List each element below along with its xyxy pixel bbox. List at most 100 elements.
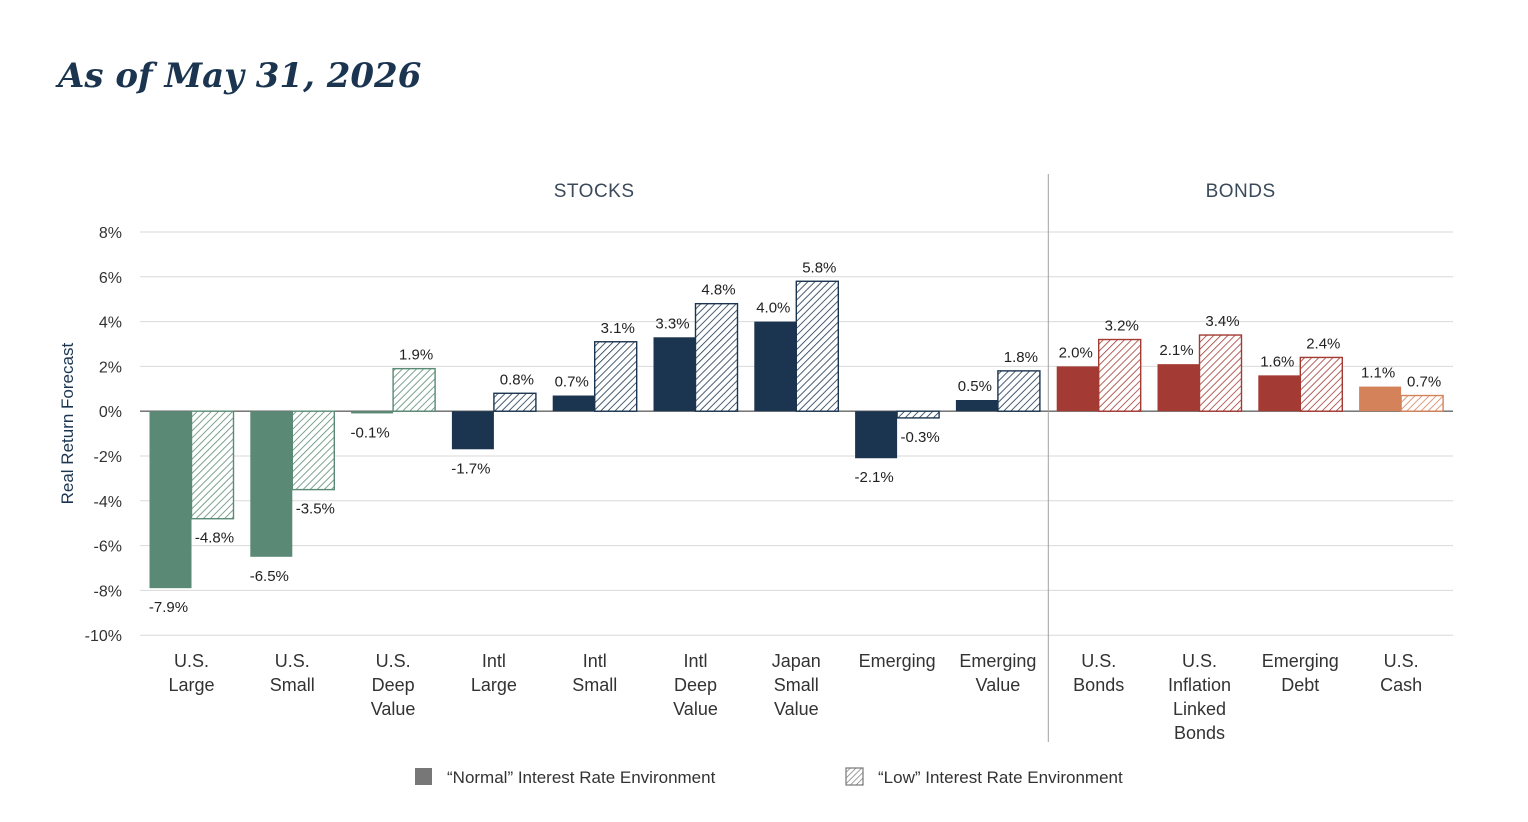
section-header: STOCKS <box>554 181 635 202</box>
data-label: -6.5% <box>250 568 289 585</box>
category-label: Intl Small <box>572 651 617 695</box>
data-label: -7.9% <box>149 599 188 616</box>
category-labels: U.S. Large U.S. Small U.S. Deep Value Intl Large… <box>168 651 1422 743</box>
data-label: 3.4% <box>1205 313 1239 330</box>
category-label-line: U.S. <box>1081 651 1116 671</box>
category-label: U.S. Large <box>168 651 214 695</box>
legend: “Normal” Interest Rate Environment “Low” … <box>415 767 1123 787</box>
category-label-line: Value <box>976 675 1021 695</box>
data-label: 1.9% <box>399 347 433 364</box>
data-label: 4.8% <box>701 282 735 299</box>
category-label-line: Small <box>774 675 819 695</box>
category-label-line: Intl <box>482 651 506 671</box>
category-label-line: Emerging <box>859 651 936 671</box>
category-label: Emerging <box>859 651 936 671</box>
category-label-line: U.S. <box>376 651 411 671</box>
bar-normal <box>351 411 394 414</box>
category-label-line: Debt <box>1281 675 1319 695</box>
bar-low <box>190 410 235 520</box>
y-tick-label: -6% <box>94 539 122 556</box>
bar-normal <box>552 395 595 412</box>
bar-low <box>392 367 436 412</box>
legend-label: “Normal” Interest Rate Environment <box>447 768 716 787</box>
category-label-line: Large <box>168 675 214 695</box>
data-label: -0.1% <box>351 424 390 441</box>
category-label: Emerging Debt <box>1262 651 1339 695</box>
bars <box>149 280 1444 589</box>
bar-low <box>997 370 1041 412</box>
bar-normal <box>1258 375 1301 412</box>
bar-low <box>1299 356 1344 412</box>
data-label: -0.3% <box>901 429 940 446</box>
bar-low <box>594 341 638 412</box>
category-label-line: Cash <box>1380 675 1422 695</box>
bar-low <box>493 392 537 412</box>
y-tick-label: 0% <box>99 404 122 421</box>
category-label: U.S. Bonds <box>1073 651 1124 695</box>
category-label: Intl Large <box>471 651 517 695</box>
data-label: -3.5% <box>296 501 335 518</box>
bar-low <box>1400 394 1444 412</box>
data-label: 1.8% <box>1004 349 1038 366</box>
data-label: 2.4% <box>1306 335 1340 352</box>
section-headers: STOCKS BONDS <box>554 174 1275 742</box>
bar-low <box>1198 334 1243 412</box>
data-label: 5.8% <box>802 259 836 276</box>
data-label: 1.6% <box>1260 353 1294 370</box>
y-tick-label: 6% <box>99 270 122 287</box>
category-label-line: Deep <box>372 675 415 695</box>
data-label: -2.1% <box>855 469 894 486</box>
data-label: 0.7% <box>1407 374 1441 391</box>
y-axis-label: Real Return Forecast <box>58 343 77 505</box>
data-label: 3.3% <box>655 315 689 332</box>
category-label: Emerging Value <box>959 651 1036 695</box>
y-tick-label: 2% <box>99 359 122 376</box>
bar-low <box>1097 338 1142 412</box>
data-label: 0.7% <box>555 374 589 391</box>
data-label: 0.8% <box>500 371 534 388</box>
category-label-line: Bonds <box>1174 723 1225 743</box>
y-tick-label: -2% <box>94 449 122 466</box>
category-label: U.S. Small <box>270 651 315 695</box>
bar-low <box>896 410 940 419</box>
bar-normal <box>1157 364 1200 412</box>
data-label: 2.1% <box>1159 342 1193 359</box>
bar-normal <box>754 321 797 412</box>
category-label-line: U.S. <box>275 651 310 671</box>
category-label-line: Value <box>673 699 718 719</box>
category-label: U.S. Cash <box>1380 651 1422 695</box>
bar-normal <box>653 337 696 412</box>
bar-normal <box>955 400 998 412</box>
bar-normal <box>1056 366 1099 412</box>
category-label-line: Small <box>270 675 315 695</box>
bar-low <box>291 410 335 491</box>
bar-normal <box>250 411 293 557</box>
y-tick-label: 4% <box>99 315 122 332</box>
bar-normal <box>855 411 898 459</box>
bar-low <box>694 302 739 412</box>
category-label-line: Intl <box>583 651 607 671</box>
category-label-line: Value <box>371 699 416 719</box>
category-label-line: Emerging <box>1262 651 1339 671</box>
bar-normal <box>149 411 192 589</box>
data-label: -1.7% <box>451 460 490 477</box>
category-label-line: Large <box>471 675 517 695</box>
category-label-line: Linked <box>1173 699 1226 719</box>
legend-label: “Low” Interest Rate Environment <box>878 768 1123 787</box>
data-label: 3.1% <box>601 320 635 337</box>
category-label-line: U.S. <box>1384 651 1419 671</box>
category-label: Intl Deep Value <box>673 651 718 719</box>
data-label: 1.1% <box>1361 365 1395 382</box>
y-axis: 8% 6% 4% 2% 0% -2% -4% -6% -8% -10% Real Return Fo… <box>58 225 122 645</box>
data-labels: -7.9% -6.5% -0.1% -1.7% 0.7% 3.3% 4.0% -2.1% 0.5… <box>149 259 1441 616</box>
category-label-line: U.S. <box>1182 651 1217 671</box>
category-label-line: Value <box>774 699 819 719</box>
category-label: U.S. Inflation Linked Bonds <box>1168 651 1231 743</box>
category-label: Japan Small Value <box>772 651 821 719</box>
page-title: As of May 31, 2026 <box>58 56 422 96</box>
bar-normal <box>451 411 494 450</box>
data-label: 3.2% <box>1105 318 1139 335</box>
bar-low <box>795 280 839 412</box>
category-label-line: Deep <box>674 675 717 695</box>
